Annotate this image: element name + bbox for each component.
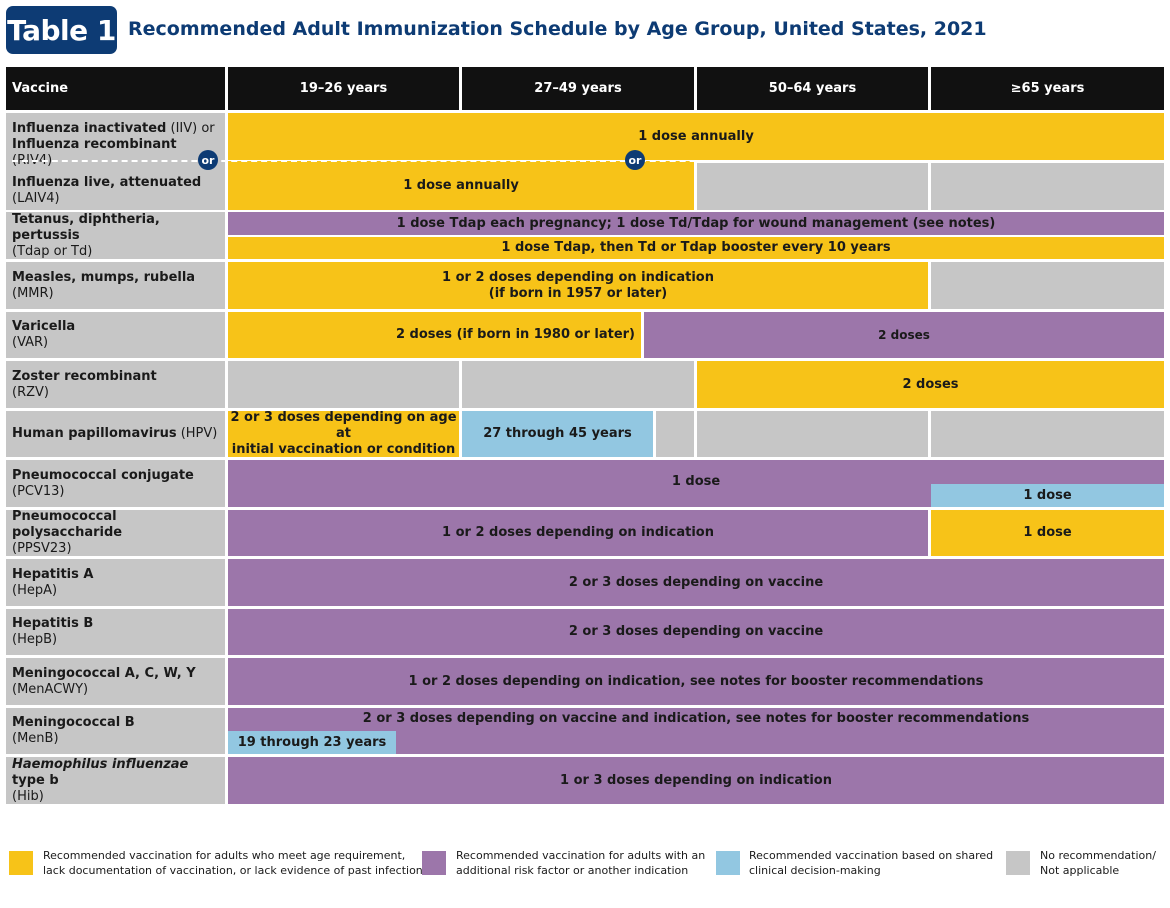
legend-text: Not applicable: [1040, 864, 1120, 877]
cell-hib: 1 or 3 doses depending on indication: [228, 757, 1164, 804]
cell-rzv-na-19: [228, 361, 459, 408]
label-normal: (PPSV23): [12, 541, 72, 556]
cell-var-purple: 2 doses: [644, 312, 1164, 358]
header-19-26: 19–26 years: [228, 67, 459, 110]
legend-item-blue: Recommended vaccination based on shared …: [749, 848, 993, 878]
cell-tdap-pregnancy: 1 dose Tdap each pregnancy; 1 dose Td/Td…: [228, 212, 1164, 235]
legend-item-purple: Recommended vaccination for adults with …: [456, 848, 705, 878]
cell-text: initial vaccination or condition: [231, 442, 456, 457]
label-bold: Hepatitis A: [12, 566, 94, 582]
legend-item-gray: No recommendation/ Not applicable: [1040, 848, 1156, 878]
vaccine-ppsv23: Pneumococcal polysaccharide (PPSV23): [6, 509, 225, 556]
vaccine-zoster: Zoster recombinant (RZV): [6, 361, 225, 408]
legend-item-yellow: Recommended vaccination for adults who m…: [43, 848, 423, 878]
vaccine-hib: Haemophilus influenzae type b (Hib): [6, 757, 225, 804]
label-normal: (Tdap or Td): [12, 243, 93, 259]
label-bold: Measles, mumps, rubella: [12, 269, 196, 285]
label-bold: Human papillomavirus: [12, 426, 177, 441]
cell-text: 2 or 3 doses depending on age at: [230, 410, 457, 441]
cell-pcv-shared: 1 dose: [931, 484, 1164, 507]
label-normal: (VAR): [12, 335, 49, 350]
label-normal: (PCV13): [12, 483, 65, 499]
label-normal: (MMR): [12, 285, 54, 301]
cell-hpv-na-50: [697, 411, 928, 457]
label-normal: (LAIV4): [12, 191, 60, 206]
vaccine-pcv13: Pneumococcal conjugate (PCV13): [6, 460, 225, 507]
label-normal: (MenACWY): [12, 681, 89, 697]
label-normal: (MenB): [12, 731, 59, 746]
legend-swatch-blue: [716, 851, 740, 875]
label-bold: Meningococcal A, C, W, Y: [12, 665, 196, 681]
header-vaccine: Vaccine: [6, 67, 225, 110]
cell-hpv-shared: 27 through 45 years: [462, 411, 653, 457]
or-marker: or: [625, 150, 645, 170]
cell-text: 1 or 2 doses depending on indication: [442, 269, 714, 285]
vaccine-hpv: Human papillomavirus (HPV): [6, 411, 225, 457]
label-bold: Hepatitis B: [12, 616, 94, 631]
cell-tdap-booster: 1 dose Tdap, then Td or Tdap booster eve…: [228, 237, 1164, 259]
cell-laiv-na-50-64: [697, 163, 928, 210]
vaccine-menacwy: Meningococcal A, C, W, Y (MenACWY): [6, 658, 225, 705]
vaccine-mmr: Measles, mumps, rubella (MMR): [6, 262, 225, 309]
cell-menb-shared: 19 through 23 years: [228, 731, 396, 754]
legend-text: Recommended vaccination for adults who m…: [43, 849, 406, 862]
label-normal: (RZV): [12, 384, 49, 400]
cell-menacwy: 1 or 2 doses depending on indication, se…: [228, 658, 1164, 705]
cell-rzv-na-27: [462, 361, 694, 408]
header-50-64: 50–64 years: [697, 67, 928, 110]
label-bold: Meningococcal B: [12, 715, 135, 730]
cell-ppsv-yellow: 1 dose: [931, 510, 1164, 556]
header-27-49: 27–49 years: [462, 67, 694, 110]
cell-hepa: 2 or 3 doses depending on vaccine: [228, 559, 1164, 606]
cell-mmr: 1 or 2 doses depending on indication (if…: [228, 262, 928, 309]
cell-laiv: 1 dose annually: [228, 161, 694, 210]
legend-text: lack documentation of vaccination, or la…: [43, 864, 423, 877]
cell-mmr-na: [931, 262, 1164, 309]
legend-text: clinical decision-making: [749, 864, 881, 877]
label-bold: type b: [12, 772, 59, 788]
label-italic: Haemophilus influenzae: [12, 756, 189, 772]
vaccine-tdap: Tetanus, diphtheria, pertussis (Tdap or …: [6, 212, 225, 259]
cell-hpv-na-gap: [656, 411, 694, 457]
label-bold: Pneumococcal conjugate: [12, 467, 194, 483]
cell-hpv: 2 or 3 doses depending on age at initial…: [228, 410, 459, 457]
legend-swatch-gray: [1006, 851, 1030, 875]
cell-iiv: 1 dose annually: [228, 113, 1164, 160]
label-normal: (HepA): [12, 582, 58, 598]
cell-var-yellow: 2 doses (if born in 1980 or later): [228, 312, 641, 358]
vaccine-hepb: Hepatitis B (HepB): [6, 609, 225, 655]
legend-text: Recommended vaccination for adults with …: [456, 849, 706, 862]
or-marker: or: [198, 150, 218, 170]
vaccine-menb: Meningococcal B (MenB): [6, 708, 225, 754]
label-normal: (HepB): [12, 632, 58, 647]
header-65-plus: ≥65 years: [931, 67, 1164, 110]
label-normal: (IIV) or: [166, 121, 215, 136]
cell-laiv-na-65: [931, 163, 1164, 210]
legend-text: additional risk factor or another indica…: [456, 864, 689, 877]
label-normal: (HPV): [176, 426, 218, 441]
vaccine-hepa: Hepatitis A (HepA): [6, 559, 225, 606]
vaccine-varicella: Varicella (VAR): [6, 312, 225, 358]
table-badge: Table 1: [6, 6, 117, 54]
cell-ppsv-purple: 1 or 2 doses depending on indication: [228, 510, 928, 556]
cell-hepb: 2 or 3 doses depending on vaccine: [228, 609, 1164, 655]
label-bold: Influenza recombinant: [12, 137, 177, 152]
label-bold: Pneumococcal polysaccharide: [12, 509, 123, 540]
legend-swatch-purple: [422, 851, 446, 875]
cell-text: (if born in 1957 or later): [488, 285, 668, 301]
cell-rzv: 2 doses: [697, 361, 1164, 408]
label-bold: Tetanus, diphtheria, pertussis: [12, 211, 160, 243]
label-bold: Influenza live, attenuated: [12, 175, 202, 190]
legend-text: Recommended vaccination based on shared: [749, 849, 994, 862]
legend-text: No recommendation/: [1040, 849, 1156, 862]
page-title: Recommended Adult Immunization Schedule …: [128, 18, 987, 40]
label-bold: Zoster recombinant: [12, 368, 157, 384]
label-normal: (Hib): [12, 788, 44, 804]
label-bold: Varicella: [12, 319, 76, 334]
label-bold: Influenza inactivated: [12, 121, 167, 136]
legend-swatch-yellow: [9, 851, 33, 875]
cell-hpv-na-65: [931, 411, 1164, 457]
influenza-divider: [12, 160, 1164, 162]
